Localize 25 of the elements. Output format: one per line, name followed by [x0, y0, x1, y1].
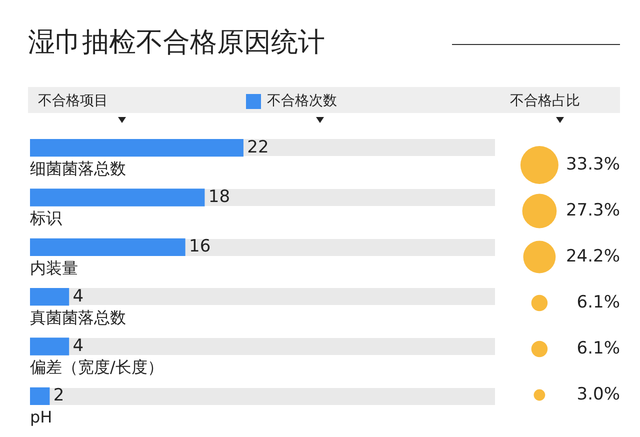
- data-label: 6.1%: [576, 292, 620, 312]
- y-tick-label: 真菌菌落总数: [30, 308, 126, 327]
- bar: [30, 338, 70, 356]
- bar: [30, 387, 50, 405]
- y-tick-label: pH: [30, 407, 52, 426]
- text: 不合格占比: [510, 92, 580, 110]
- data-label: 22: [247, 137, 269, 158]
- y-tick-label: 细菌菌落总数: [30, 158, 126, 178]
- data-label: 2: [53, 386, 64, 406]
- y-axis-title: 不合格项目: [38, 92, 108, 110]
- data-label: 3.0%: [576, 384, 620, 404]
- y-tick-label: 内装量: [30, 258, 78, 278]
- data-label: 18: [208, 186, 230, 207]
- chart-title: 湿巾抽检不合格原因统计: [28, 26, 325, 60]
- bar: [30, 288, 70, 306]
- data-label: 24.2%: [566, 246, 620, 266]
- legend-label: 不合格次数: [267, 92, 337, 110]
- data-label: 33.3%: [566, 154, 620, 174]
- data-label: 6.1%: [576, 338, 620, 358]
- data-label: 4: [72, 336, 84, 356]
- y-tick-label: 偏差（宽度/长度）: [30, 358, 164, 377]
- data-label: 16: [189, 236, 211, 257]
- data-label: 27.3%: [566, 200, 620, 220]
- y-tick-label: 标识: [29, 208, 62, 228]
- data-label: 4: [72, 286, 84, 306]
